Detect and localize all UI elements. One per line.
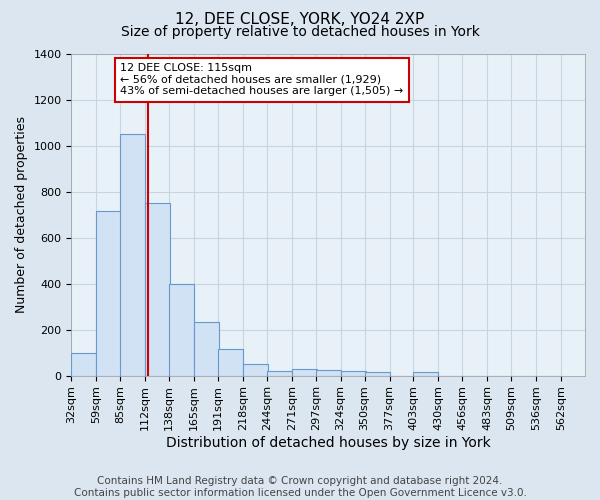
- Text: 12 DEE CLOSE: 115sqm
← 56% of detached houses are smaller (1,929)
43% of semi-de: 12 DEE CLOSE: 115sqm ← 56% of detached h…: [120, 63, 404, 96]
- Bar: [316, 370, 341, 376]
- Bar: [341, 371, 365, 376]
- Text: Contains HM Land Registry data © Crown copyright and database right 2024.
Contai: Contains HM Land Registry data © Crown c…: [74, 476, 526, 498]
- Bar: [194, 322, 219, 376]
- Y-axis label: Number of detached properties: Number of detached properties: [15, 116, 28, 314]
- Bar: [267, 371, 292, 376]
- Text: 12, DEE CLOSE, YORK, YO24 2XP: 12, DEE CLOSE, YORK, YO24 2XP: [175, 12, 425, 28]
- Bar: [365, 372, 389, 376]
- X-axis label: Distribution of detached houses by size in York: Distribution of detached houses by size …: [166, 436, 491, 450]
- Bar: [169, 284, 194, 376]
- Bar: [413, 372, 439, 376]
- Bar: [145, 204, 170, 376]
- Bar: [218, 349, 243, 376]
- Bar: [243, 364, 268, 376]
- Bar: [292, 369, 317, 376]
- Bar: [96, 212, 121, 376]
- Bar: [120, 134, 145, 376]
- Bar: [71, 352, 96, 376]
- Text: Size of property relative to detached houses in York: Size of property relative to detached ho…: [121, 25, 479, 39]
